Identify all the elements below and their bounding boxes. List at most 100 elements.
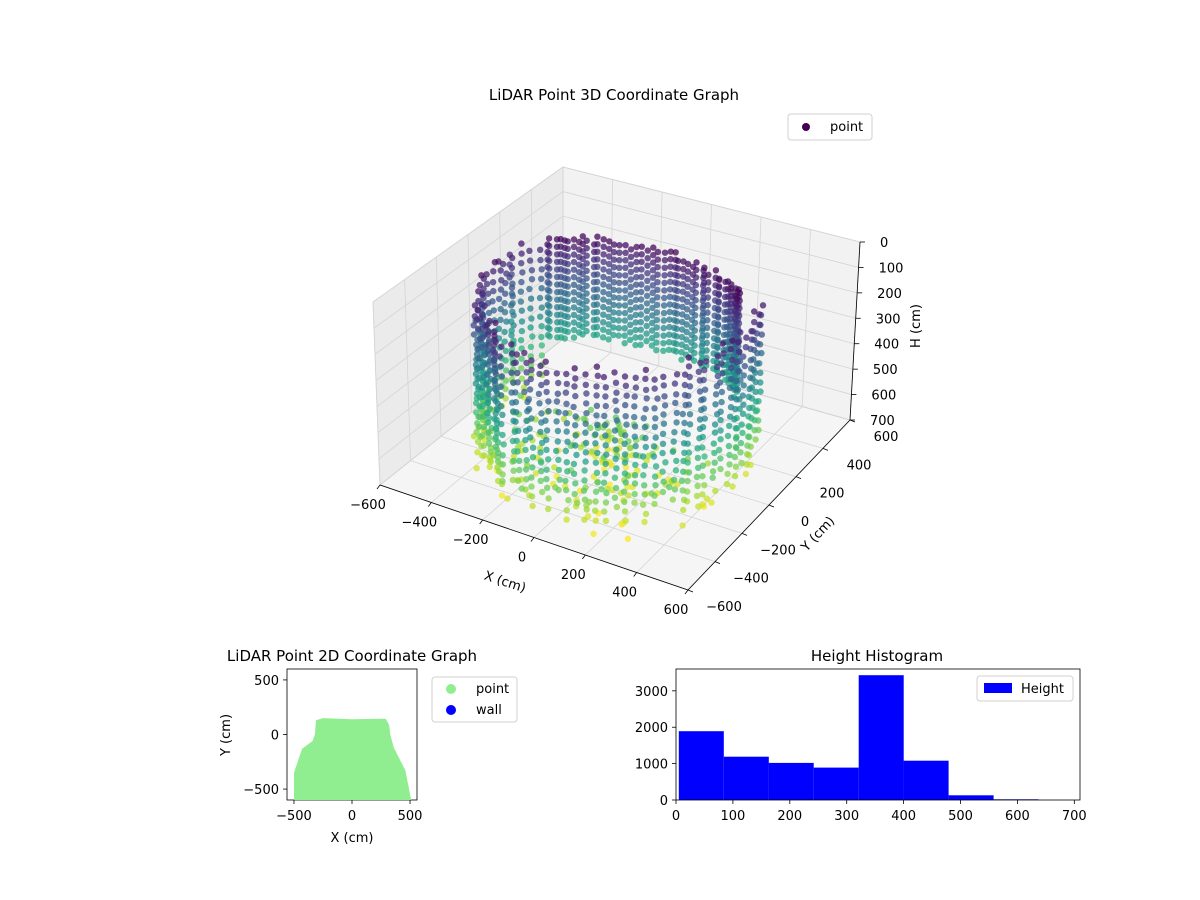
data-point <box>637 341 644 348</box>
data-point <box>718 388 726 396</box>
data-point <box>739 410 747 417</box>
data-point <box>581 467 588 474</box>
data-point <box>592 517 599 524</box>
data-point <box>737 439 745 447</box>
data-point <box>600 258 607 266</box>
data-point <box>643 300 651 307</box>
data-point <box>497 267 504 274</box>
data-point <box>489 279 497 286</box>
data-point <box>600 303 607 311</box>
histogram-bar <box>723 756 769 800</box>
data-point <box>632 442 639 450</box>
data-point <box>704 309 711 316</box>
data-point <box>479 432 486 439</box>
data-point <box>632 334 639 341</box>
data-point <box>696 435 703 442</box>
data-point <box>649 259 657 266</box>
data-point <box>553 447 560 455</box>
data-point <box>704 286 712 294</box>
data-point <box>610 294 617 301</box>
data-point <box>484 290 492 297</box>
data-point <box>498 492 506 499</box>
data-point <box>673 457 680 465</box>
data-point <box>508 327 515 334</box>
y-tick-label: 2000 <box>635 721 668 736</box>
data-point <box>727 413 734 420</box>
data-point <box>732 435 740 442</box>
data-point <box>649 282 656 289</box>
x-tick-label: −200 <box>453 533 489 548</box>
data-point <box>680 468 687 475</box>
gridline <box>658 191 663 367</box>
data-point <box>611 494 619 501</box>
data-point <box>714 337 721 344</box>
data-point <box>644 247 651 254</box>
data-point <box>699 491 706 498</box>
data-point <box>638 288 645 296</box>
data-point <box>598 486 605 493</box>
data-point <box>515 427 522 434</box>
data-point <box>588 448 596 455</box>
data-point <box>732 425 739 432</box>
data-point <box>743 334 750 341</box>
data-point <box>528 366 535 373</box>
data-point <box>475 297 482 305</box>
data-point <box>508 369 515 376</box>
plot3d-legend: point <box>787 113 873 141</box>
histogram-bar <box>813 767 859 800</box>
data-point <box>600 288 607 296</box>
data-point <box>613 446 620 453</box>
data-point <box>627 276 634 283</box>
data-point <box>641 491 648 498</box>
data-point <box>727 315 734 323</box>
data-point <box>732 463 740 470</box>
data-point <box>562 410 569 417</box>
data-point <box>748 336 756 343</box>
data-point <box>605 313 612 320</box>
data-point <box>692 304 699 311</box>
data-point <box>570 236 578 243</box>
data-point <box>733 303 740 310</box>
data-point <box>738 460 745 467</box>
data-point <box>712 391 720 398</box>
data-point <box>528 474 535 481</box>
data-point <box>610 256 618 263</box>
data-point <box>502 377 509 384</box>
data-point <box>621 451 629 458</box>
data-point <box>544 294 551 301</box>
data-point <box>625 492 632 499</box>
data-point <box>756 311 763 318</box>
data-point <box>726 422 733 430</box>
data-point <box>691 334 698 342</box>
x-tick-label: 500 <box>398 809 423 824</box>
gridline <box>562 166 861 243</box>
data-point <box>603 451 610 458</box>
data-point <box>705 279 712 286</box>
data-point <box>605 290 613 298</box>
data-point <box>672 249 679 256</box>
y-tick <box>768 504 775 508</box>
data-point <box>491 332 498 340</box>
data-point <box>751 318 758 326</box>
data-point <box>515 477 522 484</box>
data-point <box>501 300 508 307</box>
data-point <box>691 357 698 364</box>
data-point <box>536 370 543 378</box>
histogram-legend: Height <box>976 675 1074 702</box>
data-point <box>733 310 740 318</box>
data-point <box>679 522 686 529</box>
z-tick-label: 400 <box>874 338 899 353</box>
data-point <box>582 439 590 447</box>
data-point <box>543 466 550 473</box>
data-point <box>660 317 667 324</box>
data-point <box>643 292 651 300</box>
data-point <box>622 432 629 439</box>
histogram-frame <box>675 668 1081 801</box>
data-point <box>713 382 721 390</box>
x-tick <box>582 554 586 560</box>
data-point <box>673 348 680 355</box>
data-point <box>554 319 561 326</box>
data-point <box>518 355 525 362</box>
data-point <box>510 312 517 319</box>
data-point <box>542 358 549 365</box>
